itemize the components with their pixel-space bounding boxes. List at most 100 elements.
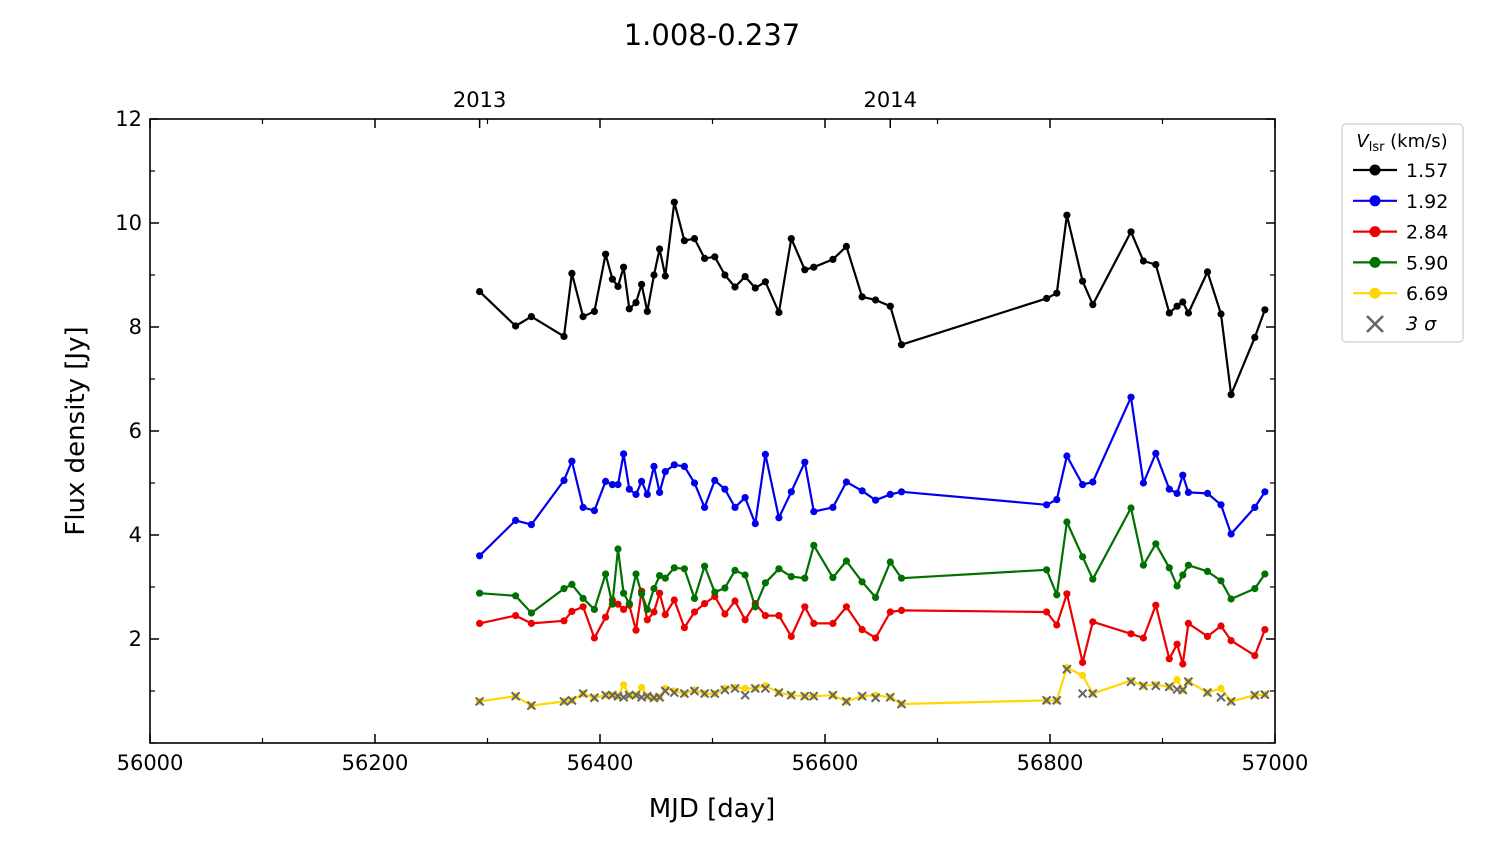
- data-point: [1089, 478, 1097, 486]
- sigma-point: [1126, 676, 1136, 687]
- y-tick-label: 6: [129, 419, 142, 443]
- data-point: [1203, 567, 1212, 576]
- sigma-stroke: [1260, 689, 1270, 700]
- sigma-stroke: [740, 690, 750, 700]
- data-point: [775, 612, 783, 620]
- data-point: [614, 282, 622, 290]
- data-point: [1152, 540, 1160, 548]
- sigma-point: [1164, 682, 1174, 692]
- sigma-point: [800, 691, 810, 701]
- sigma-point: [1088, 688, 1098, 699]
- sigma-point: [526, 700, 537, 711]
- data-point: [650, 462, 658, 470]
- data-point: [560, 476, 568, 484]
- data-point: [1165, 485, 1173, 493]
- data-point: [1089, 301, 1097, 309]
- data-point: [842, 603, 851, 611]
- data-point: [1203, 489, 1212, 497]
- data-point: [1173, 302, 1181, 310]
- data-point: [602, 570, 610, 578]
- data-point: [1173, 582, 1181, 590]
- legend-item-5.90: 5.90: [1353, 252, 1448, 274]
- x-axis-label: MJD [day]: [649, 794, 776, 824]
- data-point: [560, 332, 568, 340]
- data-point: [643, 307, 651, 315]
- data-point: [1173, 489, 1181, 497]
- data-point: [1139, 257, 1147, 265]
- data-point: [625, 485, 633, 493]
- data-point: [1053, 621, 1061, 629]
- data-point: [787, 235, 795, 243]
- data-point: [1165, 564, 1173, 572]
- data-point: [643, 605, 651, 614]
- data-point: [701, 254, 709, 262]
- data-point: [810, 541, 818, 550]
- data-point: [680, 624, 689, 632]
- sigma-point: [740, 690, 750, 700]
- data-point: [886, 490, 894, 498]
- data-point: [579, 313, 587, 321]
- series-line: [478, 396, 1266, 557]
- data-point: [1179, 660, 1187, 668]
- legend-item-1.57: 1.57: [1353, 160, 1448, 182]
- sigma-stroke: [624, 690, 634, 700]
- data-point: [1227, 530, 1235, 538]
- sigma-stroke: [1041, 695, 1052, 706]
- data-point: [560, 617, 568, 625]
- data-point: [1063, 452, 1071, 460]
- data-point: [829, 574, 837, 582]
- data-point: [872, 593, 880, 602]
- sigma-point: [1178, 685, 1188, 695]
- data-point: [1127, 228, 1135, 236]
- sigma-stroke: [1183, 676, 1194, 687]
- y-axis-label: Flux density [Jy]: [61, 326, 91, 535]
- sigma-stroke: [631, 690, 641, 700]
- data-point: [810, 508, 818, 516]
- data-point: [568, 269, 576, 277]
- data-point: [656, 488, 664, 496]
- x-tick-label: 56200: [342, 751, 409, 775]
- data-point: [670, 461, 678, 469]
- sigma-point: [774, 687, 784, 698]
- data-point: [1053, 591, 1061, 599]
- top-year-label: 2014: [864, 88, 917, 112]
- sigma-stroke: [1088, 688, 1098, 699]
- data-point: [476, 288, 484, 296]
- sigma-point: [567, 695, 577, 706]
- data-point: [614, 545, 622, 553]
- sigma-point: [760, 683, 771, 694]
- data-point: [590, 307, 599, 315]
- data-point: [661, 574, 669, 582]
- data-point: [656, 245, 664, 253]
- data-point: [1152, 601, 1160, 609]
- data-point: [476, 552, 484, 560]
- data-point: [527, 313, 536, 321]
- data-point: [701, 503, 709, 511]
- data-point: [625, 600, 633, 608]
- y-tick-label: 12: [115, 107, 142, 131]
- sigma-point: [660, 686, 670, 696]
- data-point: [568, 607, 576, 616]
- legend-item-1.92: 1.92: [1353, 191, 1448, 213]
- sigma-point: [578, 688, 588, 699]
- data-point: [801, 603, 809, 611]
- data-point: [579, 603, 587, 611]
- sigma-stroke: [1077, 688, 1088, 699]
- sigma-stroke: [679, 688, 690, 699]
- legend-item-sigma: 3 σ: [1366, 313, 1437, 335]
- x-tick-label: 56800: [1017, 751, 1084, 775]
- sigma-stroke: [841, 696, 852, 707]
- sigma-point: [1250, 690, 1260, 700]
- data-point: [741, 616, 749, 624]
- data-point: [620, 589, 628, 597]
- sigma-point: [559, 696, 569, 707]
- data-point: [858, 487, 866, 495]
- sigma-stroke: [870, 693, 881, 703]
- sigma-stroke: [1052, 695, 1062, 706]
- data-point: [1179, 471, 1187, 479]
- data-point: [527, 619, 536, 628]
- data-point: [661, 468, 669, 476]
- data-point: [731, 566, 739, 575]
- sigma-stroke: [786, 690, 796, 700]
- sigma-stroke: [510, 691, 521, 701]
